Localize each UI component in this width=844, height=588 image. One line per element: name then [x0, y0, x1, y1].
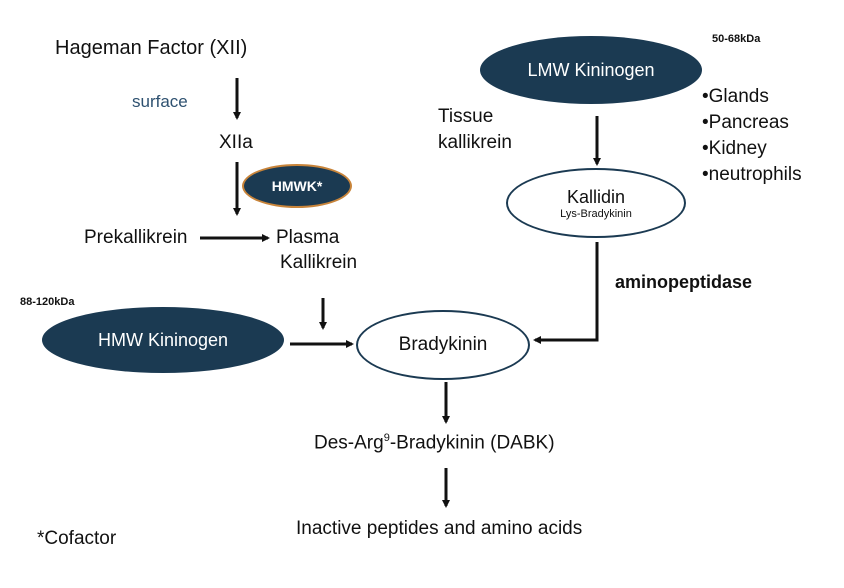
kallidin-node: Kallidin Lys-Bradykinin [506, 168, 686, 238]
dabk-prefix: Des-Arg [314, 432, 384, 454]
prekallikrein-label: Prekallikrein [84, 227, 188, 248]
dabk-label: Des-Arg9-Bradykinin (DABK) [314, 432, 555, 454]
dabk-superscript: 9 [383, 432, 390, 444]
hmwk-cofactor-node: HMWK* [242, 164, 352, 208]
source-glands: •Glands [702, 86, 769, 107]
bradykinin-node: Bradykinin [356, 310, 530, 380]
bradykinin-label: Bradykinin [398, 334, 488, 355]
tissue-kallikrein-line1: Tissue [438, 106, 494, 127]
plasma-kallikrein-line1: Plasma [276, 227, 340, 248]
hmw-kininogen-label: HMW Kininogen [97, 329, 229, 350]
hmwk-cofactor-label: HMWK* [271, 178, 323, 194]
cofactor-footnote: *Cofactor [37, 528, 117, 549]
source-neutrophils: •neutrophils [702, 164, 802, 185]
plasma-kallikrein-line2: Kallikrein [280, 252, 358, 273]
hageman-factor-label: Hageman Factor (XII) [55, 37, 248, 59]
xiia-label: XIIa [219, 132, 253, 153]
lmw-kininogen-node: LMW Kininogen [480, 36, 702, 104]
arrow-kallidin-to-bradykinin [533, 242, 599, 344]
hmw-mass-label: 88-120kDa [20, 296, 75, 308]
hmw-kininogen-node: HMW Kininogen [42, 307, 284, 373]
kallidin-label: Kallidin [566, 186, 626, 207]
lmw-kininogen-label: LMW Kininogen [527, 59, 655, 80]
lmw-mass-label: 50-68kDa [712, 33, 761, 45]
tissue-kallikrein-line2: kallikrein [438, 132, 512, 153]
dabk-suffix: -Bradykinin (DABK) [389, 432, 555, 454]
inactive-peptides-label: Inactive peptides and amino acids [296, 518, 583, 539]
aminopeptidase-label: aminopeptidase [615, 272, 753, 292]
source-pancreas: •Pancreas [702, 112, 789, 133]
source-kidney: •Kidney [702, 138, 767, 159]
surface-label: surface [132, 92, 188, 111]
lys-bradykinin-label: Lys-Bradykinin [560, 207, 632, 220]
